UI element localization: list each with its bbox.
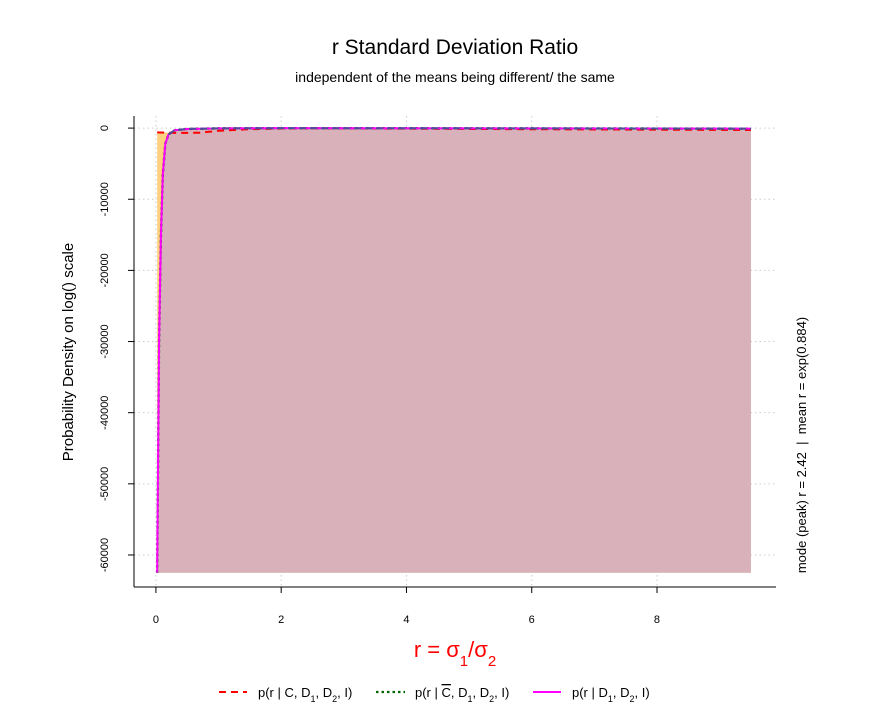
right-annotation: mode (peak) r = 2.42 | mean r = exp(0.88… — [794, 317, 809, 573]
y-axis-label: Probability Density on log() scale — [60, 243, 77, 461]
y-tick-label-5: -50000 — [99, 467, 111, 501]
y-tick-label-2: -20000 — [99, 253, 111, 287]
legend-item-series-2: p(r | C, D1, D2, I) — [376, 685, 509, 704]
x-tick-label-4: 8 — [654, 614, 660, 626]
x-axis-label: r = σ1/σ2 — [414, 637, 496, 670]
chart-subtitle: independent of the means being different… — [295, 69, 615, 85]
x-tick-label-2: 4 — [403, 614, 409, 626]
y-tick-label-3: -30000 — [99, 324, 111, 358]
legend-item-series-1: p(r | C, D1, D2, I) — [219, 685, 352, 704]
series-line-combined — [167, 127, 751, 136]
legend-label-series-1: p(r | C, D1, D2, I) — [258, 685, 352, 704]
x-tick-label-0: 0 — [153, 614, 159, 626]
chart-title: r Standard Deviation Ratio — [332, 36, 578, 59]
y-tick-label-0: 0 — [99, 125, 111, 131]
legend-item-series-3: p(r | D1, D2, I) — [533, 685, 650, 704]
x-tick-label-3: 6 — [529, 614, 535, 626]
y-tick-label-1: -10000 — [99, 182, 111, 216]
legend-label-series-3: p(r | D1, D2, I) — [572, 685, 650, 704]
series-lines — [155, 126, 751, 573]
x-tick-label-1: 2 — [278, 614, 284, 626]
y-tick-label-4: -40000 — [99, 396, 111, 430]
fill-area-mauve — [157, 128, 751, 573]
axes — [133, 116, 776, 588]
legend: p(r | C, D1, D2, I) p(r | C, D1, D2, I) … — [219, 685, 650, 704]
y-axis-ticks: 0 -10000 -20000 -30000 -40000 -50000 -60000 — [99, 125, 134, 572]
legend-label-series-2: p(r | C, D1, D2, I) — [415, 685, 509, 704]
y-tick-label-6: -60000 — [99, 538, 111, 572]
density-fills — [157, 128, 751, 573]
x-axis-ticks: 0 2 4 6 8 — [153, 587, 660, 626]
